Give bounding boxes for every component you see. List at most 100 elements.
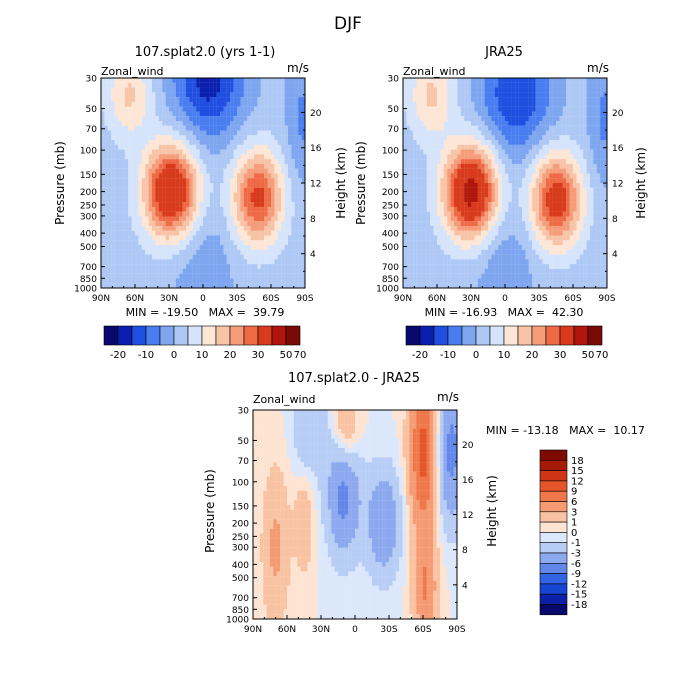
heatmap-cell <box>501 202 506 207</box>
heatmap-cell <box>552 192 557 198</box>
heatmap-cell <box>406 144 410 150</box>
heatmap-cell <box>501 187 506 193</box>
heatmap-cell <box>206 173 210 179</box>
heatmap-cell <box>104 197 108 203</box>
heatmap-cell <box>521 187 526 193</box>
heatmap-cell <box>264 245 268 250</box>
heatmap-cell <box>549 240 553 246</box>
heatmap-cell <box>192 92 197 98</box>
heatmap-cell <box>549 197 553 203</box>
heatmap-cell <box>596 82 601 88</box>
heatmap-cell <box>593 101 597 107</box>
heatmap-cell <box>281 202 285 207</box>
heatmap-cell <box>488 206 492 212</box>
heatmap-cell <box>491 187 495 193</box>
heatmap-cell <box>419 140 424 145</box>
heatmap-cell <box>494 144 499 150</box>
heatmap-cell <box>511 230 516 236</box>
heatmap-cell <box>281 235 285 241</box>
heatmap-cell <box>484 92 489 98</box>
heatmap-cell <box>260 230 265 236</box>
heatmap-cell <box>111 221 115 227</box>
heatmap-cell <box>260 130 265 136</box>
heatmap-cell <box>158 211 163 217</box>
heatmap-cell <box>223 202 227 207</box>
heatmap-cell <box>443 211 448 217</box>
heatmap-cell <box>298 168 302 174</box>
heatmap-cell <box>148 197 153 203</box>
heatmap-cell <box>521 202 526 207</box>
heatmap-cell <box>284 144 289 150</box>
heatmap-cell <box>162 82 166 88</box>
heatmap-cell <box>491 135 495 141</box>
heatmap-cell <box>223 92 227 98</box>
heatmap-cell <box>131 225 136 231</box>
heatmap-cell <box>111 197 115 203</box>
heatmap-cell <box>488 159 492 165</box>
heatmap-cell <box>545 101 550 107</box>
heatmap-cell <box>413 197 417 203</box>
heatmap-cell <box>213 82 217 88</box>
heatmap-cell <box>501 130 506 136</box>
heatmap-cell <box>196 87 200 93</box>
heatmap-cell <box>233 101 238 107</box>
heatmap-cell <box>583 101 587 107</box>
heatmap-cell <box>508 187 512 193</box>
heatmap-cell <box>196 264 200 270</box>
heatmap-cell <box>233 149 238 155</box>
heatmap-cell <box>443 154 448 160</box>
heatmap-cell <box>141 240 146 246</box>
heatmap-cell <box>450 216 455 222</box>
heatmap-cell <box>209 268 214 274</box>
heatmap-cell <box>467 135 472 141</box>
heatmap-cell <box>525 140 529 145</box>
heatmap-cell <box>426 106 431 112</box>
heatmap-cell <box>460 163 465 169</box>
heatmap-cell <box>168 140 173 145</box>
heatmap-cell <box>257 187 261 193</box>
heatmap-cell <box>101 111 105 117</box>
heatmap-cell <box>165 249 170 255</box>
heatmap-cell <box>586 187 591 193</box>
heatmap-cell <box>247 206 251 212</box>
heatmap-cell <box>172 249 176 255</box>
heatmap-cell <box>152 106 156 112</box>
heatmap-cell <box>264 116 268 122</box>
heatmap-cell <box>413 140 417 145</box>
heatmap-cell <box>199 283 204 288</box>
heatmap-cell <box>593 120 597 126</box>
heatmap-cell <box>107 144 112 150</box>
heatmap-cell <box>186 245 190 250</box>
heatmap-cell <box>457 140 461 145</box>
heatmap-cell <box>250 78 255 83</box>
heatmap-cell <box>274 116 278 122</box>
heatmap-cell <box>203 268 207 274</box>
heatmap-cell <box>237 130 241 136</box>
heatmap-cell <box>291 101 295 107</box>
heatmap-cell <box>521 144 526 150</box>
heatmap-cell <box>138 92 142 98</box>
heatmap-cell <box>145 235 149 241</box>
heatmap-cell <box>569 168 574 174</box>
heatmap-cell <box>532 216 536 222</box>
heatmap-cell <box>562 140 567 145</box>
heatmap-cell <box>233 192 238 198</box>
heatmap-cell <box>230 87 234 93</box>
heatmap-cell <box>206 187 210 193</box>
heatmap-cell <box>464 106 468 112</box>
heatmap-cell <box>583 144 587 150</box>
heatmap-cell <box>409 183 414 188</box>
heatmap-cell <box>240 230 244 236</box>
heatmap-cell <box>237 144 241 150</box>
heatmap-cell <box>277 278 282 284</box>
heatmap-cell <box>454 163 458 169</box>
heatmap-cell <box>511 159 516 165</box>
heatmap-cell <box>175 154 180 160</box>
heatmap-cell <box>294 264 299 270</box>
heatmap-cell <box>247 197 251 203</box>
heatmap-cell <box>467 197 472 203</box>
heatmap-cell <box>528 78 533 83</box>
heatmap-cell <box>539 202 543 207</box>
heatmap-cell <box>301 230 305 236</box>
heatmap-cell <box>274 101 278 107</box>
